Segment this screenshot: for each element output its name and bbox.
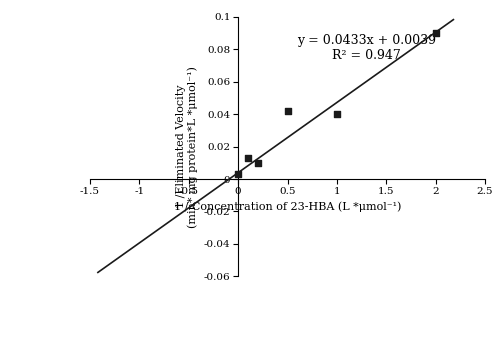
Point <box>254 160 262 165</box>
X-axis label: 1 / Concentration of 23-HBA (L *μmol⁻¹): 1 / Concentration of 23-HBA (L *μmol⁻¹) <box>174 201 401 212</box>
Point <box>333 112 341 117</box>
Point <box>284 108 292 114</box>
Point <box>432 30 440 36</box>
Point <box>244 155 252 161</box>
Point <box>234 172 242 177</box>
Text: y = 0.0433x + 0.0039
R² = 0.947: y = 0.0433x + 0.0039 R² = 0.947 <box>297 34 436 62</box>
Y-axis label: 1 /Eliminated Velocity
(min* mg protein*L *μmol⁻¹): 1 /Eliminated Velocity (min* mg protein*… <box>176 66 199 227</box>
